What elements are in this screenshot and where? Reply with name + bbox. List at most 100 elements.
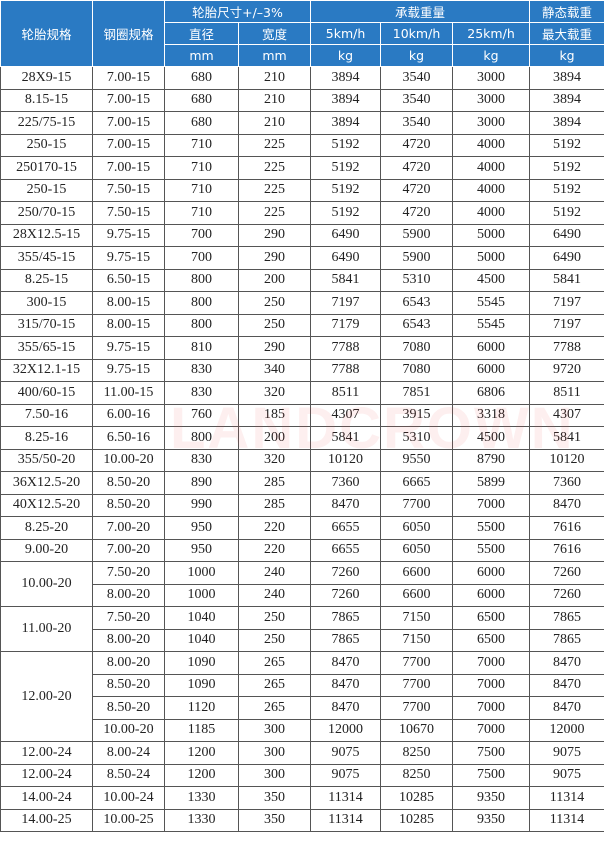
cell-load-5kmh: 12000 bbox=[310, 718, 382, 742]
cell-load-5kmh: 7360 bbox=[310, 471, 382, 495]
table-row: 250170-15 7.00-15 710 225 5192 4720 4000 5192 bbox=[0, 156, 604, 180]
cell-rim-spec: 7.00-15 bbox=[92, 156, 165, 180]
cell-diameter: 760 bbox=[164, 403, 239, 427]
cell-load-5kmh: 7179 bbox=[310, 313, 382, 337]
table-row: 10.00-20 7.50-20 1000 240 7260 6600 6000 7260 bbox=[0, 561, 604, 607]
cell-static-max-load: 7260 bbox=[529, 561, 604, 585]
cell-tire-spec: 250/70-15 bbox=[0, 201, 93, 225]
cell-rim-spec: 7.00-15 bbox=[92, 133, 165, 157]
cell-static-max-load: 9720 bbox=[529, 358, 604, 382]
cell-rim-spec: 7.50-20 bbox=[92, 561, 165, 585]
cell-static-max-load: 12000 bbox=[529, 718, 604, 742]
cell-tire-spec: 250170-15 bbox=[0, 156, 93, 180]
cell-load-10kmh: 7700 bbox=[380, 696, 454, 720]
cell-load-10kmh: 3540 bbox=[380, 66, 454, 90]
table-row: 8.25-15 6.50-15 800 200 5841 5310 4500 5841 bbox=[0, 268, 604, 292]
table-row: 28X12.5-15 9.75-15 700 290 6490 5900 5000 6490 bbox=[0, 223, 604, 247]
cell-tire-spec: 400/60-15 bbox=[0, 381, 93, 405]
cell-diameter: 800 bbox=[164, 268, 239, 292]
cell-load-5kmh: 6655 bbox=[310, 538, 382, 562]
cell-load-25kmh: 6000 bbox=[452, 358, 531, 382]
cell-load-5kmh: 8511 bbox=[310, 381, 382, 405]
cell-diameter: 710 bbox=[164, 156, 239, 180]
cell-static-max-load: 5192 bbox=[529, 133, 604, 157]
cell-load-5kmh: 7260 bbox=[310, 561, 382, 585]
cell-static-max-load: 9075 bbox=[529, 763, 604, 787]
cell-tire-spec: 12.00-24 bbox=[0, 763, 93, 787]
cell-load-10kmh: 6600 bbox=[380, 583, 454, 607]
cell-diameter: 830 bbox=[164, 448, 239, 472]
table-row: 11.00-20 7.50-20 1040 250 7865 7150 6500 7865 bbox=[0, 606, 604, 652]
cell-static-max-load: 4307 bbox=[529, 403, 604, 427]
cell-width: 250 bbox=[237, 628, 312, 652]
cell-load-10kmh: 6665 bbox=[380, 471, 454, 495]
header-load-capacity: 承载重量 bbox=[310, 0, 531, 23]
cell-width: 340 bbox=[237, 358, 312, 382]
cell-load-25kmh: 6000 bbox=[452, 336, 531, 360]
cell-load-10kmh: 5310 bbox=[380, 426, 454, 450]
cell-load-10kmh: 4720 bbox=[380, 156, 454, 180]
cell-diameter: 1090 bbox=[164, 651, 239, 675]
cell-rim-spec: 8.00-20 bbox=[92, 628, 165, 652]
cell-load-5kmh: 10120 bbox=[310, 448, 382, 472]
cell-load-10kmh: 9550 bbox=[380, 448, 454, 472]
cell-rim-spec: 7.50-15 bbox=[92, 178, 165, 202]
cell-static-max-load: 5192 bbox=[529, 156, 604, 180]
cell-load-25kmh: 6806 bbox=[452, 381, 531, 405]
cell-width: 220 bbox=[237, 516, 312, 540]
table-row: 8.50-20 1090 265 8470 7700 7000 8470 bbox=[1, 673, 604, 697]
cell-rim-spec: 9.75-15 bbox=[92, 246, 165, 270]
cell-load-25kmh: 7000 bbox=[452, 696, 531, 720]
cell-load-25kmh: 7500 bbox=[452, 741, 531, 765]
cell-load-10kmh: 3540 bbox=[380, 111, 454, 135]
cell-load-5kmh: 7865 bbox=[310, 606, 382, 630]
cell-static-max-load: 7616 bbox=[529, 538, 604, 562]
cell-rim-spec: 8.00-24 bbox=[92, 741, 165, 765]
cell-tire-spec: 8.25-15 bbox=[0, 268, 93, 292]
cell-width: 290 bbox=[237, 223, 312, 247]
cell-tire-spec: 9.00-20 bbox=[0, 538, 93, 562]
cell-tire-spec: 300-15 bbox=[0, 291, 93, 315]
cell-rim-spec: 8.00-20 bbox=[92, 651, 165, 675]
cell-width: 320 bbox=[237, 381, 312, 405]
table-row: 9.00-20 7.00-20 950 220 6655 6050 5500 7616 bbox=[0, 538, 604, 562]
cell-tire-spec: 355/50-20 bbox=[0, 448, 93, 472]
cell-rim-spec: 9.75-15 bbox=[92, 336, 165, 360]
cell-static-max-load: 7865 bbox=[529, 628, 604, 652]
cell-load-10kmh: 10285 bbox=[380, 808, 454, 832]
cell-load-5kmh: 5192 bbox=[310, 201, 382, 225]
cell-rim-spec: 6.50-16 bbox=[92, 426, 165, 450]
cell-load-10kmh: 10285 bbox=[380, 786, 454, 810]
cell-load-5kmh: 6490 bbox=[310, 246, 382, 270]
cell-diameter: 1120 bbox=[164, 696, 239, 720]
cell-rim-spec: 10.00-20 bbox=[92, 448, 165, 472]
cell-load-5kmh: 6490 bbox=[310, 223, 382, 247]
table-row: 225/75-15 7.00-15 680 210 3894 3540 3000 3894 bbox=[0, 111, 604, 135]
cell-load-25kmh: 3000 bbox=[452, 66, 531, 90]
cell-rim-spec: 9.75-15 bbox=[92, 223, 165, 247]
cell-static-max-load: 5192 bbox=[529, 201, 604, 225]
cell-load-10kmh: 7080 bbox=[380, 336, 454, 360]
cell-diameter: 1330 bbox=[164, 786, 239, 810]
cell-rim-spec: 8.50-24 bbox=[92, 763, 165, 787]
cell-rim-spec: 8.00-15 bbox=[92, 313, 165, 337]
cell-width: 290 bbox=[237, 246, 312, 270]
header-max-load: 最大载重 bbox=[529, 22, 604, 45]
cell-load-25kmh: 3318 bbox=[452, 403, 531, 427]
cell-diameter: 680 bbox=[164, 66, 239, 90]
cell-static-max-load: 8470 bbox=[529, 696, 604, 720]
cell-width: 210 bbox=[237, 66, 312, 90]
cell-load-25kmh: 8790 bbox=[452, 448, 531, 472]
cell-load-5kmh: 5192 bbox=[310, 178, 382, 202]
cell-width: 225 bbox=[237, 178, 312, 202]
cell-rim-spec: 8.50-20 bbox=[92, 673, 165, 697]
cell-load-25kmh: 7000 bbox=[452, 651, 531, 675]
cell-load-5kmh: 5841 bbox=[310, 426, 382, 450]
cell-load-25kmh: 6000 bbox=[452, 561, 531, 585]
cell-static-max-load: 8470 bbox=[529, 651, 604, 675]
table-row: 7.50-16 6.00-16 760 185 4307 3915 3318 4307 bbox=[0, 403, 604, 427]
cell-diameter: 800 bbox=[164, 291, 239, 315]
cell-width: 290 bbox=[237, 336, 312, 360]
unit-kg: kg bbox=[529, 44, 604, 67]
tire-spec-table: 轮胎规格 钢圈规格 轮胎尺寸+/–3% 承载重量 静态载重 直径 宽度 5km/… bbox=[0, 0, 604, 832]
